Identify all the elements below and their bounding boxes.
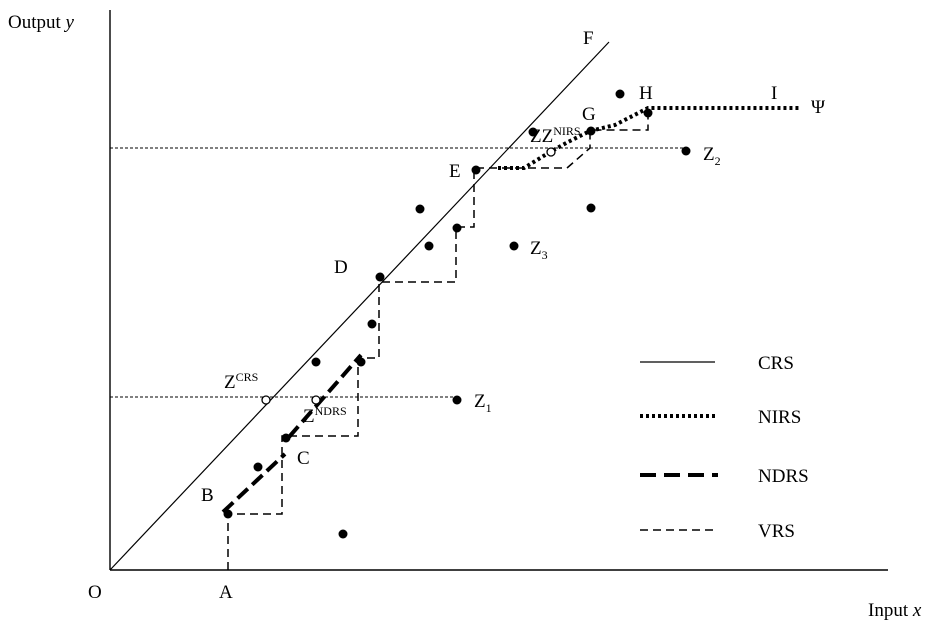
vrs-frontier (227, 112, 649, 570)
point (424, 241, 434, 251)
nirs-frontier (498, 106, 800, 170)
label-e: E (449, 161, 461, 182)
point-z2 (681, 146, 691, 156)
origin-label: O (88, 582, 102, 603)
point-e (471, 165, 481, 175)
legend: CRS NIRS NDRS VRS (640, 353, 809, 542)
point-z-crs (261, 395, 271, 405)
label-z-ndrs: ZNDRS (303, 404, 347, 427)
legend-label-ndrs: NDRS (758, 466, 809, 487)
point-z-nirs (546, 147, 556, 157)
legend-label-vrs: VRS (758, 521, 795, 542)
label-h: H (639, 83, 653, 104)
label-z3: Z3 (530, 238, 548, 262)
y-axis-label: Output y (8, 12, 75, 33)
crs-ray (109, 41, 610, 571)
point-z3 (509, 241, 519, 251)
x-axis-label: Input x (868, 600, 922, 621)
point (367, 319, 377, 329)
point-z-ndrs (311, 395, 321, 405)
point-h (643, 108, 653, 118)
point (253, 462, 263, 472)
ndrs-frontier-lower (221, 452, 287, 514)
label-g: G (582, 104, 596, 125)
label-z1: Z1 (474, 391, 492, 415)
label-i: I (771, 83, 777, 104)
label-psi: Ψ (811, 97, 825, 118)
point-b (223, 509, 233, 519)
label-f: F (583, 28, 594, 49)
point (528, 127, 538, 137)
projection-points (261, 147, 556, 405)
point-z1 (452, 395, 462, 405)
label-z-nirs: ZZNIRS (530, 124, 581, 147)
label-a: A (219, 582, 233, 603)
point (452, 223, 462, 233)
label-z-crs: ZCRS (224, 370, 258, 393)
point-c (281, 433, 291, 443)
legend-label-nirs: NIRS (758, 407, 801, 428)
label-z2: Z2 (703, 144, 721, 168)
point (615, 89, 625, 99)
label-b: B (201, 485, 214, 506)
label-c: C (297, 448, 310, 469)
point (415, 204, 425, 214)
ndrs-frontier-upper (287, 353, 363, 439)
label-d: D (334, 257, 348, 278)
point (586, 203, 596, 213)
point-d (375, 272, 385, 282)
point-g (586, 126, 596, 136)
point (338, 529, 348, 539)
point (311, 357, 321, 367)
dmu-points (223, 89, 691, 539)
point (356, 357, 366, 367)
legend-label-crs: CRS (758, 353, 794, 374)
